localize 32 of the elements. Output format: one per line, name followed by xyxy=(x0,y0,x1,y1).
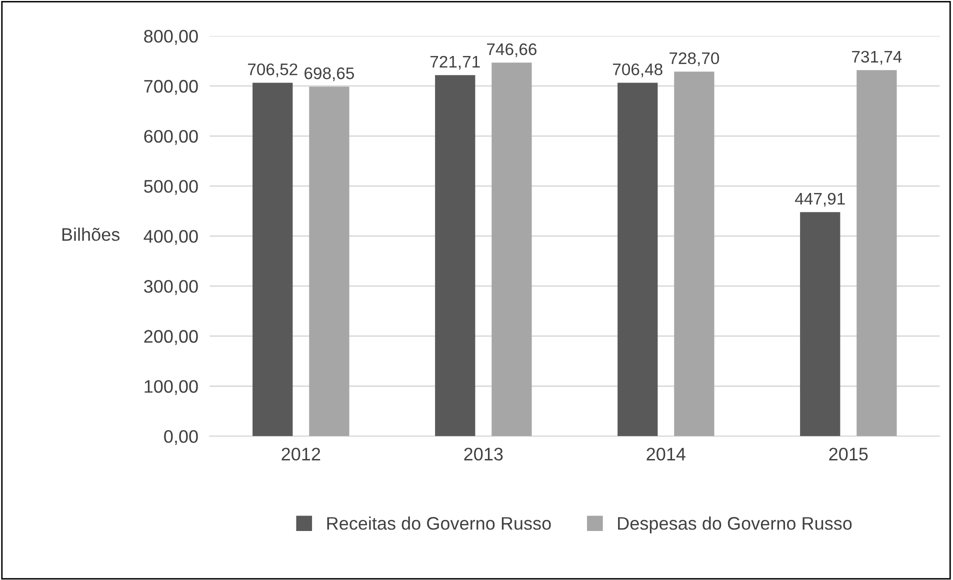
x-tick-label: 2012 xyxy=(282,448,320,461)
data-label: 731,74 xyxy=(852,50,902,65)
y-tick-label: 100,00 xyxy=(144,380,198,395)
bar xyxy=(309,86,350,436)
y-tick-label: 600,00 xyxy=(144,130,198,145)
bar xyxy=(435,75,476,436)
y-tick-label: 200,00 xyxy=(144,330,198,345)
data-label: 698,65 xyxy=(304,67,354,82)
y-tick-label: 800,00 xyxy=(144,30,198,45)
data-label: 706,48 xyxy=(612,63,662,78)
bar xyxy=(800,212,840,436)
data-label: 706,52 xyxy=(248,63,298,78)
y-tick-label: 300,00 xyxy=(144,280,198,295)
data-label: 728,70 xyxy=(670,52,720,66)
x-tick-label: 2015 xyxy=(829,448,868,461)
data-label: 721,71 xyxy=(430,56,480,70)
x-tick-label: 2014 xyxy=(646,448,686,461)
legend-label: Despesas do Governo Russo xyxy=(618,516,852,534)
bar xyxy=(674,72,714,436)
x-tick-label: 2013 xyxy=(464,448,503,461)
legend-label: Receitas do Governo Russo xyxy=(327,516,551,530)
y-tick-label: 400,00 xyxy=(144,230,198,245)
y-tick-label: 500,00 xyxy=(144,180,198,195)
data-label: 746,66 xyxy=(487,43,536,58)
y-tick-label: 700,00 xyxy=(144,80,198,95)
y-axis-title: Bilhões xyxy=(62,228,120,241)
bar xyxy=(492,62,532,436)
bar xyxy=(252,82,293,436)
bar xyxy=(856,70,897,436)
bar xyxy=(618,82,658,436)
y-tick-label: 0,00 xyxy=(164,430,198,446)
data-label: 447,91 xyxy=(795,192,845,207)
